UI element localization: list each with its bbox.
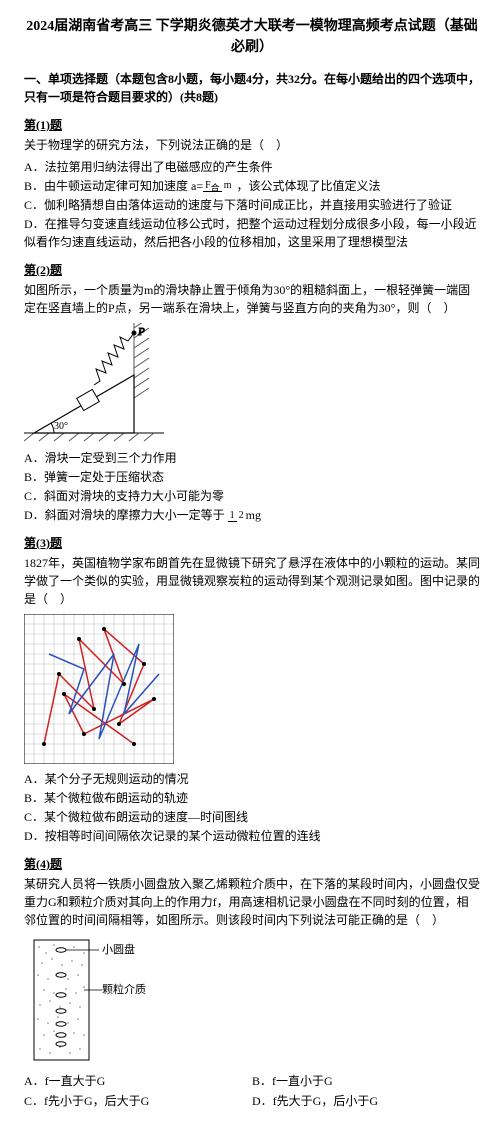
page-title: 2024届湖南省考高三 下学期炎德英才大联考一模物理高频考点试题（基础必刷） — [24, 16, 480, 58]
q4-opt-d: D．f先大于G，后小于G — [252, 1092, 480, 1110]
q4-label: 第(4)题 — [24, 855, 480, 873]
falling-disc-diagram: 小圆盘 颗粒介质 — [24, 935, 154, 1065]
formula-a: a=F合m — [191, 179, 233, 193]
q1-options: A．法拉第用归纳法得出了电磁感应的产生条件 B．由牛顿运动定律可知加速度 a=F… — [24, 158, 480, 251]
q2-figure: 30° P — [24, 323, 480, 443]
q3-opt-c: C．某个微粒做布朗运动的速度—时间图线 — [24, 808, 480, 826]
q1-b-pre: B．由牛顿运动定律可知加速度 — [24, 179, 188, 193]
q1-opt-c: C．伽利略猜想自由落体运动的速度与下落时间成正比，并直接用实验进行了验证 — [24, 196, 480, 214]
q2-d-post: mg — [246, 508, 261, 522]
q2-opt-d: D．斜面对滑块的摩擦力大小一定等于 12mg — [24, 506, 480, 524]
q3-figure — [24, 614, 480, 764]
q1-b-post: ，该公式体现了比值定义法 — [236, 179, 380, 193]
svg-text:P: P — [137, 326, 145, 338]
q3-opt-b: B．某个微粒做布朗运动的轨迹 — [24, 789, 480, 807]
q2-stem: 如图所示，一个质量为m的滑块静止置于倾角为30°的粗糙斜面上，一根轻弹簧一端固定… — [24, 281, 480, 317]
q3-opt-a: A．某个分子无规则运动的情况 — [24, 770, 480, 788]
q2-label: 第(2)题 — [24, 261, 480, 279]
q4-stem: 某研究人员将一铁质小圆盘放入聚乙烯颗粒介质中，在下落的某段时间内，小圆盘仅受重力… — [24, 875, 480, 929]
q4-opt-a: A．f一直大于G — [24, 1072, 252, 1090]
q2-opt-a: A．滑块一定受到三个力作用 — [24, 449, 480, 467]
q4-opt-b: B．f一直小于G — [252, 1072, 480, 1090]
q4-opt-c: C．f先小于G，后大于G — [24, 1092, 252, 1110]
q3-opt-d: D．按相等时间间隔依次记录的某个运动微粒位置的连线 — [24, 827, 480, 845]
q2-opt-c: C．斜面对滑块的支持力大小可能为零 — [24, 487, 480, 505]
section-heading: 一、单项选择题（本题包含8小题，每小题4分，共32分。在每小题给出的四个选项中，… — [24, 70, 480, 106]
q3-options: A．某个分子无规则运动的情况 B．某个微粒做布朗运动的轨迹 C．某个微粒做布朗运… — [24, 770, 480, 845]
q1-opt-b: B．由牛顿运动定律可知加速度 a=F合m ，该公式体现了比值定义法 — [24, 177, 480, 195]
q2-options: A．滑块一定受到三个力作用 B．弹簧一定处于压缩状态 C．斜面对滑块的支持力大小… — [24, 449, 480, 524]
brownian-grid-diagram — [24, 614, 174, 764]
q3-label: 第(3)题 — [24, 534, 480, 552]
formula-half: 12 — [228, 508, 246, 522]
q1-opt-a: A．法拉第用归纳法得出了电磁感应的产生条件 — [24, 158, 480, 176]
q4-figure: 小圆盘 颗粒介质 — [24, 935, 480, 1065]
q1-stem: 关于物理学的研究方法，下列说法正确的是（ ） — [24, 136, 480, 154]
q4-options: A．f一直大于G B．f一直小于G C．f先小于G，后大于G D．f先大于G，后… — [24, 1071, 480, 1111]
q2-opt-b: B．弹簧一定处于压缩状态 — [24, 468, 480, 486]
q1-opt-d: D．在推导匀变速直线运动位移公式时，把整个运动过程划分成很多小段，每一小段近似看… — [24, 215, 480, 251]
q3-stem: 1827年，英国植物学家布朗首先在显微镜下研究了悬浮在液体中的小颗粒的运动。某同… — [24, 554, 480, 608]
svg-text:30°: 30° — [54, 421, 68, 432]
q1-label: 第(1)题 — [24, 116, 480, 134]
svg-text:颗粒介质: 颗粒介质 — [102, 982, 146, 996]
q2-d-pre: D．斜面对滑块的摩擦力大小一定等于 — [24, 508, 225, 522]
svg-text:小圆盘: 小圆盘 — [102, 942, 135, 956]
incline-spring-diagram: 30° P — [24, 323, 174, 443]
